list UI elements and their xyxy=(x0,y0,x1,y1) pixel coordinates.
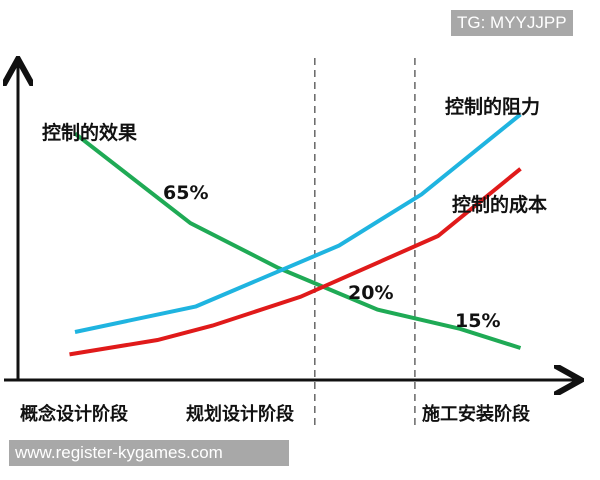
x-tick-label: 规划设计阶段 xyxy=(186,404,294,425)
series-line-2 xyxy=(69,167,522,357)
series-line-1 xyxy=(74,112,522,334)
annotation-15: 15% xyxy=(455,310,501,332)
series-line-0 xyxy=(73,132,522,350)
annotation-20: 20% xyxy=(348,282,394,304)
x-tick-label: 概念设计阶段 xyxy=(20,404,128,425)
watermark-top: TG: MYYJJPP xyxy=(451,10,573,36)
series-label-resistance: 控制的阻力 xyxy=(445,96,541,118)
watermark-bottom: www.register-kygames.com xyxy=(9,440,289,466)
series-label-cost: 控制的成本 xyxy=(452,194,548,216)
series-label-effect: 控制的效果 xyxy=(42,122,138,144)
x-tick-label: 施工安装阶段 xyxy=(422,404,530,425)
annotation-65: 65% xyxy=(163,182,209,204)
